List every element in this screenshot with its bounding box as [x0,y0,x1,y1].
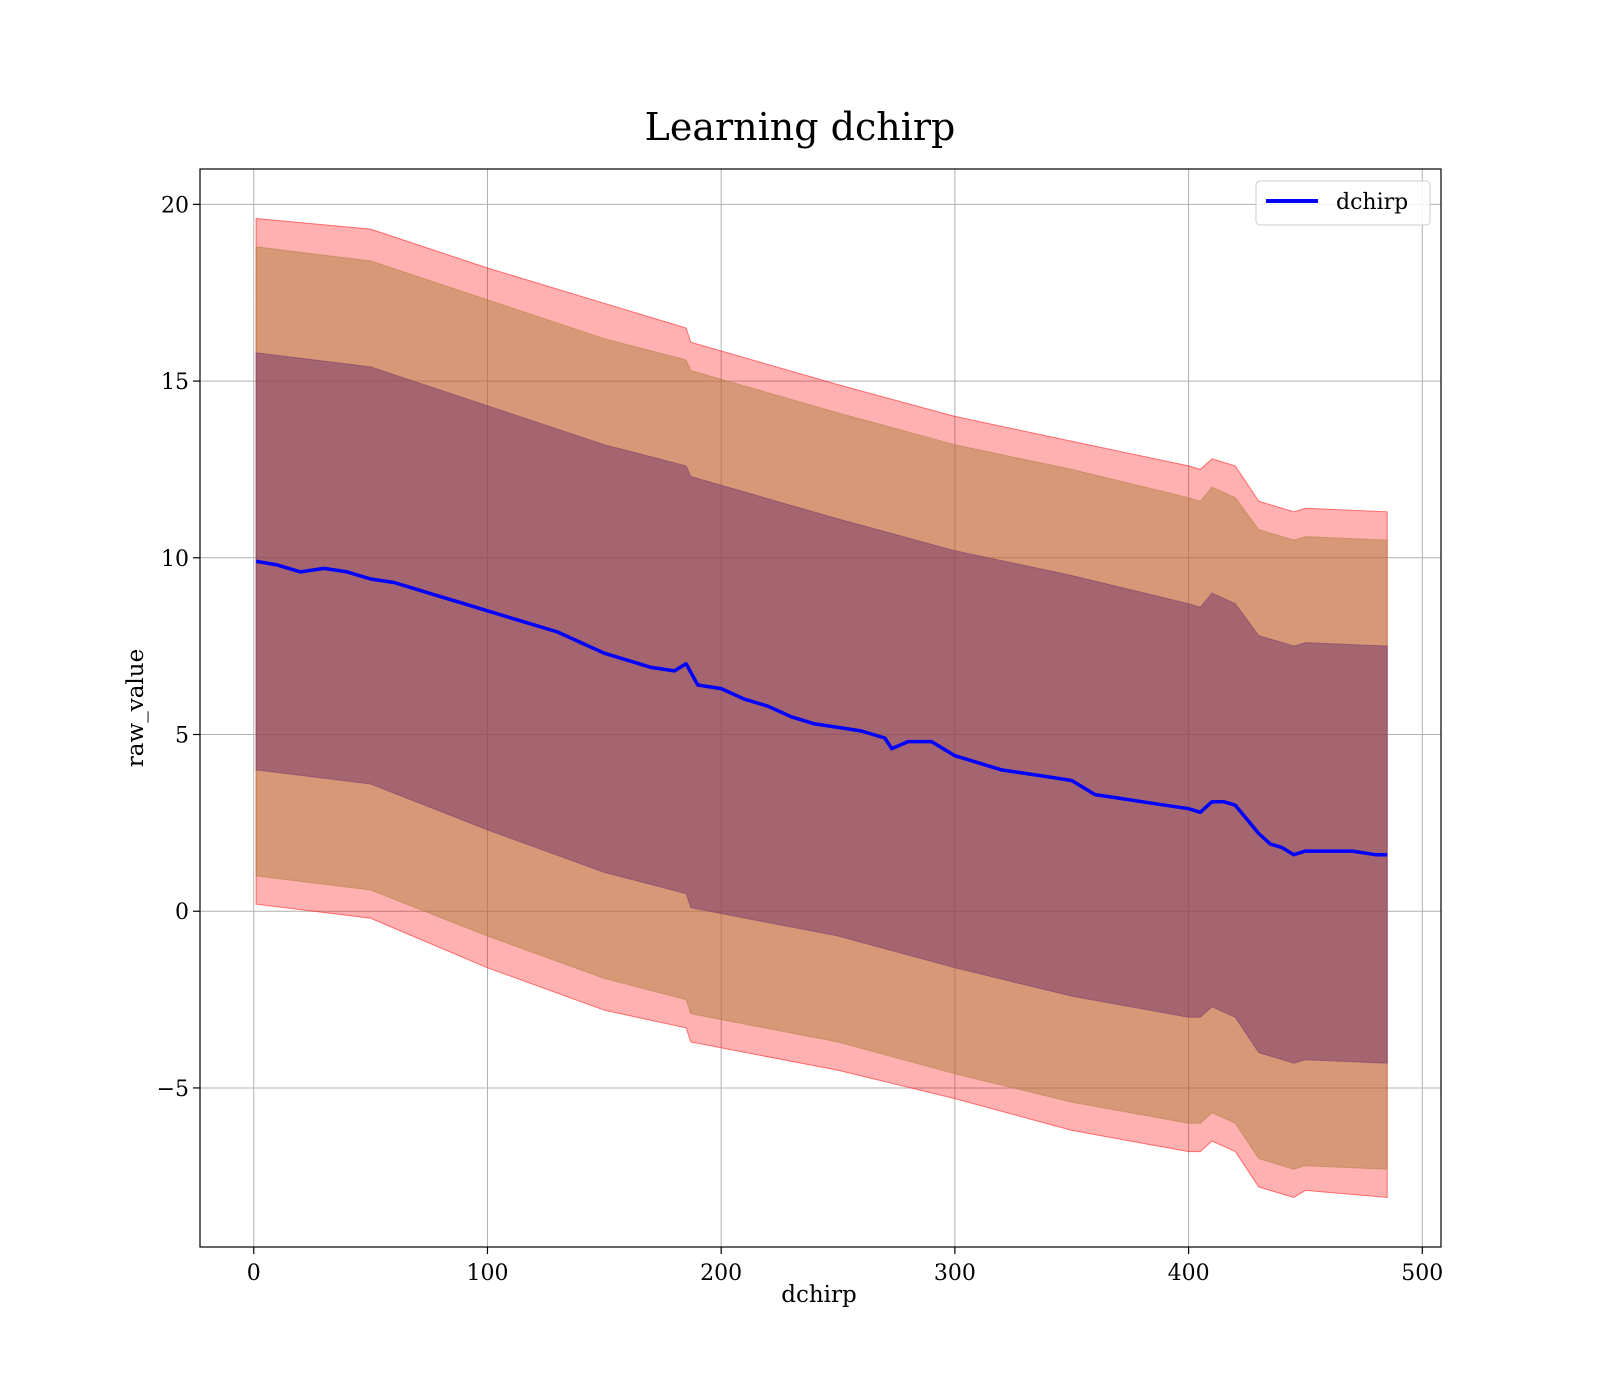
series-line-dchirp [255,559,1388,857]
y-tick-label: 10 [161,547,189,572]
x-tick-label: 500 [1401,1261,1443,1286]
legend-label: dchirp [1336,190,1408,215]
plot-frame [199,168,1442,1248]
uncertainty-band [255,352,1388,1064]
bands [255,217,1388,1199]
y-tick-label: −5 [157,1077,189,1102]
x-axis-label: dchirp [781,1282,857,1308]
series-lines [255,559,1388,857]
y-tick-label: 5 [175,724,189,749]
legend-box [1255,180,1431,226]
chart-title: Learning dchirp [645,105,956,149]
x-tick-label: 200 [700,1261,742,1286]
x-tick-label: 100 [466,1261,508,1286]
y-tick-label: 0 [175,900,189,925]
ticks: 0 100 200 300 400 500 −5 0 5 10 15 20 [157,193,1444,1286]
y-axis-label: raw_value [123,649,149,767]
legend: dchirp [1255,180,1431,226]
y-tick-label: 15 [161,370,189,395]
y-tick-label: 20 [161,193,189,218]
x-tick-label: 400 [1168,1261,1210,1286]
x-tick-label: 300 [934,1261,976,1286]
x-tick-label: 0 [247,1261,261,1286]
